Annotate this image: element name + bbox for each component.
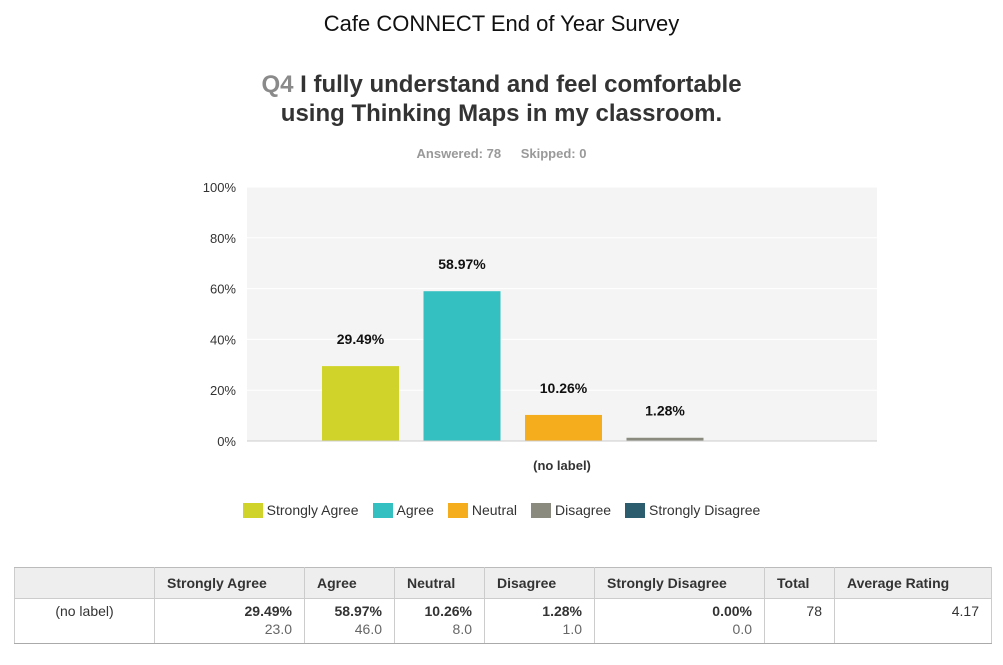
table-header: Average Rating [834,567,992,599]
legend-label: Strongly Agree [266,502,359,518]
y-tick-label: 100% [203,180,237,195]
bar-chart: 0% 20% 40% 60% 80% 100% 29.49% 58.97% 10.26% 1.2… [203,180,877,473]
table-header: Total [764,567,835,599]
legend-item: Agree [372,502,434,518]
response-stats: Answered: 78 Skipped: 0 [0,146,1003,161]
cell-percent: 1.28% [542,603,582,619]
legend-label: Agree [396,502,434,518]
table-cell: 10.26% 8.0 [394,598,485,644]
grid-lines [247,186,877,391]
average-rating-cell: 4.17 [834,598,992,644]
chart-legend: Strongly Agree Agree Neutral Disagree Strong… [0,502,1003,518]
survey-title: Cafe CONNECT End of Year Survey [323,11,680,36]
cell-percent: 58.97% [334,603,382,619]
cell-count: 23.0 [264,621,292,637]
cell-count: 46.0 [354,621,382,637]
table-cell: 1.28% 1.0 [484,598,595,644]
table-row: (no label) 29.49% 23.0 58.97% 46.0 10.26% 8… [14,598,992,644]
legend-swatch [447,502,468,518]
legend-swatch [531,502,552,518]
legend-label: Strongly Disagree [649,502,761,518]
row-label: (no label) [14,598,155,644]
cell-count: 8.0 [452,621,472,637]
legend-item: Disagree [531,502,611,518]
x-axis-label: (no label) [533,458,591,473]
table-cell: 58.97% 46.0 [304,598,395,644]
table-cell: 29.49% 23.0 [154,598,305,644]
table-header: Disagree [484,567,595,599]
y-tick-label: 60% [210,282,236,297]
y-tick-label: 0% [217,434,236,449]
y-tick-label: 40% [210,332,236,347]
table-header-row: Strongly Agree Agree Neutral Disagree St… [14,567,992,599]
table-cell: 0.00% 0.0 [594,598,765,644]
table-header: Neutral [394,567,485,599]
legend-swatch [242,502,263,518]
skipped-count: Skipped: 0 [520,146,587,161]
bar-data-label: 1.28% [645,403,685,419]
legend-label: Disagree [555,502,612,518]
bar-strongly-agree [322,366,399,441]
bar-labels: 29.49% 58.97% 10.26% 1.28% [337,256,686,419]
y-axis-ticks: 0% 20% 40% 60% 80% 100% [203,180,237,449]
results-table: Strongly Agree Agree Neutral Disagree St… [14,567,992,644]
cell-percent: 0.00% [712,603,752,619]
bars [322,291,704,441]
cell-percent: 29.49% [244,603,292,619]
legend-item: Strongly Agree [242,502,359,518]
cell-count: 1.0 [562,621,582,637]
bar-disagree [626,437,704,441]
legend-item: Strongly Disagree [625,502,760,518]
table-header: Agree [304,567,395,599]
bar-data-label: 29.49% [337,331,385,347]
question-text-line1: I fully understand and feel comfortable [300,71,742,98]
legend-label: Neutral [471,502,518,518]
cell-count: 0.0 [732,621,752,637]
legend-item: Neutral [447,502,518,518]
cell-percent: 10.26% [424,603,472,619]
y-tick-label: 20% [210,383,236,398]
table-header: Strongly Agree [154,567,305,599]
y-tick-label: 80% [210,231,236,246]
table-header-blank [14,567,155,599]
bar-data-label: 10.26% [540,380,588,396]
question-title: Q4 I fully understand and feel comfortab… [150,70,853,128]
bar-neutral [525,414,602,441]
total-cell: 78 [764,598,835,644]
legend-swatch [625,502,646,518]
answered-count: Answered: 78 [416,146,502,161]
legend-swatch [372,502,393,518]
bar-data-label: 58.97% [438,256,486,272]
table-header: Strongly Disagree [594,567,765,599]
bar-agree [423,291,501,441]
question-number: Q4 [261,71,294,98]
question-text-line2: using Thinking Maps in my classroom. [280,100,723,127]
